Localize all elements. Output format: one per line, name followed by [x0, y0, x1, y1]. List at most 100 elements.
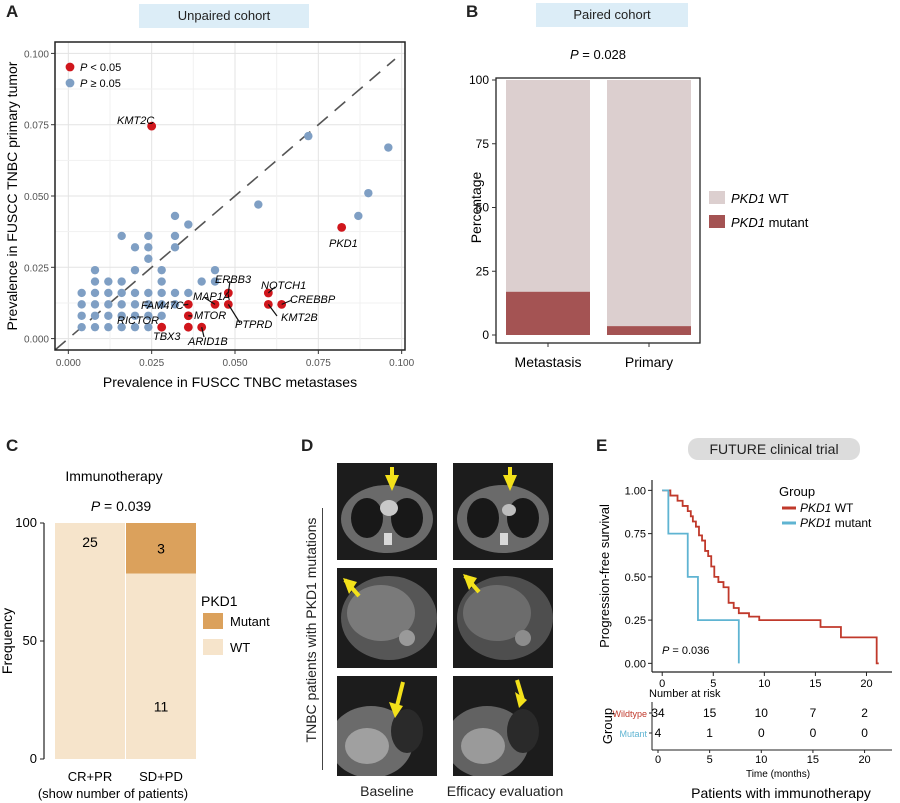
- y-tick-label: 0.75: [625, 529, 646, 541]
- panel-a-letter: A: [6, 2, 19, 21]
- ct-side-divider: [322, 508, 323, 770]
- legend-label-significant: P < 0.05: [80, 62, 121, 74]
- legend-marker-significant: [65, 62, 75, 72]
- risk-count: 0: [810, 726, 817, 740]
- point-nonsignificant: [384, 143, 393, 152]
- ct-col-label-baseline: Baseline: [360, 783, 414, 799]
- legend-title: PKD1: [201, 593, 238, 609]
- bar-count-label: 11: [154, 698, 169, 714]
- risk-x-tick-label: 15: [807, 754, 819, 766]
- point-nonsignificant: [210, 277, 220, 286]
- y-tick-label: 0: [482, 328, 489, 342]
- risk-count: 0: [861, 726, 868, 740]
- point-nonsignificant: [104, 300, 113, 309]
- y-tick-label: 50: [476, 201, 490, 215]
- gene-leader-line: [281, 299, 293, 305]
- gene-label: FAM47C: [141, 300, 184, 312]
- y-axis-label: Percentage: [468, 171, 484, 243]
- point-nonsignificant: [130, 243, 140, 252]
- scatter-chart-a: 0.000 0.025 0.050 0.075 0.100 0.000 0.025 0.050…: [4, 41, 415, 390]
- point-nonsignificant: [144, 231, 153, 241]
- plot-frame: [495, 77, 701, 344]
- point-nonsignificant: [104, 277, 113, 286]
- risk-x-tick-label: 0: [655, 754, 661, 766]
- ct-scan-baseline-chest: [337, 463, 437, 560]
- point-significant: [157, 322, 167, 332]
- y-tick-label: 25: [476, 264, 490, 278]
- gene-leader-line: [201, 327, 205, 338]
- gene-leader-line: [227, 304, 241, 324]
- risk-row-name: Mutant: [619, 729, 647, 739]
- point-nonsignificant: [144, 300, 153, 309]
- gene-label: PKD1: [329, 238, 358, 250]
- gene-label: TBX3: [153, 331, 181, 343]
- point-nonsignificant: [130, 322, 140, 332]
- legend-title: Group: [779, 484, 815, 499]
- gene-label: ARID1B: [187, 336, 228, 348]
- risk-count: 7: [810, 706, 817, 720]
- point-nonsignificant: [197, 277, 206, 286]
- legend-label: PKD1 WT: [731, 191, 789, 206]
- y-tick-label: 100: [15, 515, 37, 530]
- point-nonsignificant: [210, 265, 220, 275]
- point-nonsignificant: [144, 243, 153, 252]
- point-nonsignificant: [364, 188, 373, 198]
- ct-scan-efficacy-axilla: [453, 676, 553, 776]
- point-nonsignificant: [144, 254, 153, 263]
- legend-label: WT: [230, 640, 250, 655]
- risk-count: 10: [755, 706, 769, 720]
- gene-label: CREBBP: [290, 294, 336, 306]
- y-tick-label: 0.25: [625, 615, 646, 627]
- point-nonsignificant: [90, 288, 100, 298]
- gene-label: RICTOR: [117, 315, 159, 327]
- gene-label: MTOR: [194, 310, 226, 322]
- risk-row-name: Wildtype: [612, 709, 647, 719]
- point-nonsignificant: [157, 300, 166, 309]
- y-tick-label: 0.050: [24, 192, 49, 203]
- y-tick-label: 0.000: [24, 335, 49, 346]
- legend-label-nonsignificant: P ≥ 0.05: [80, 78, 121, 90]
- y-tick-label: 0.025: [24, 263, 49, 274]
- risk-count: 34: [651, 706, 665, 720]
- point-nonsignificant: [130, 265, 140, 275]
- y-tick-label: 1.00: [625, 485, 646, 497]
- y-tick-label: 50: [23, 633, 37, 648]
- legend-swatch: [709, 215, 725, 228]
- ct-scan-baseline-liver: [337, 568, 437, 668]
- point-nonsignificant: [157, 265, 166, 275]
- chart-c-subtitle: P = 0.039: [91, 498, 152, 514]
- point-nonsignificant: [90, 311, 100, 320]
- y-tick-label: 0.50: [625, 572, 646, 584]
- point-nonsignificant: [104, 311, 113, 320]
- risk-group-label: Group: [600, 708, 615, 744]
- risk-count: 15: [703, 706, 717, 720]
- chart-c-title: Immunotherapy: [65, 468, 162, 484]
- point-nonsignificant: [254, 200, 263, 209]
- bar-segment: [607, 326, 691, 335]
- stacked-bar-chart-c: Immunotherapy P = 0.039 0 50 100 Frequency 25 C…: [0, 468, 270, 801]
- risk-table-title: Number at risk: [649, 688, 721, 700]
- y-tick-label: 0.100: [24, 49, 49, 60]
- risk-x-tick-label: 10: [755, 754, 767, 766]
- point-nonsignificant: [170, 231, 180, 241]
- diagonal-reference-line: [54, 58, 396, 351]
- km-curve: [662, 489, 879, 665]
- y-axis-label: Prevalence in FUSCC TNBC primary tumor: [4, 61, 20, 330]
- legend-label: PKD1 mutant: [731, 215, 809, 230]
- x-tick-label: 0.050: [222, 358, 247, 369]
- gene-leader-line: [182, 303, 189, 306]
- point-nonsignificant: [144, 322, 153, 332]
- point-nonsignificant: [170, 211, 180, 221]
- gene-leader-line: [267, 304, 278, 317]
- gene-label: ERBB3: [215, 274, 252, 286]
- stacked-bar-chart-b: P = 0.028 0 25 50 75 100 Percentage Metastasis P…: [468, 47, 809, 370]
- gene-label: NOTCH1: [261, 280, 306, 292]
- y-tick-label: 100: [469, 73, 489, 87]
- point-nonsignificant: [144, 288, 153, 298]
- risk-count: 0: [758, 726, 765, 740]
- ct-scan-baseline-axilla: [337, 676, 437, 776]
- bar-segment: [506, 80, 590, 292]
- x-tick-label: 0.025: [139, 358, 164, 369]
- unpaired-cohort-banner: Unpaired cohort: [139, 4, 309, 28]
- legend-label: PKD1 WT: [800, 501, 854, 515]
